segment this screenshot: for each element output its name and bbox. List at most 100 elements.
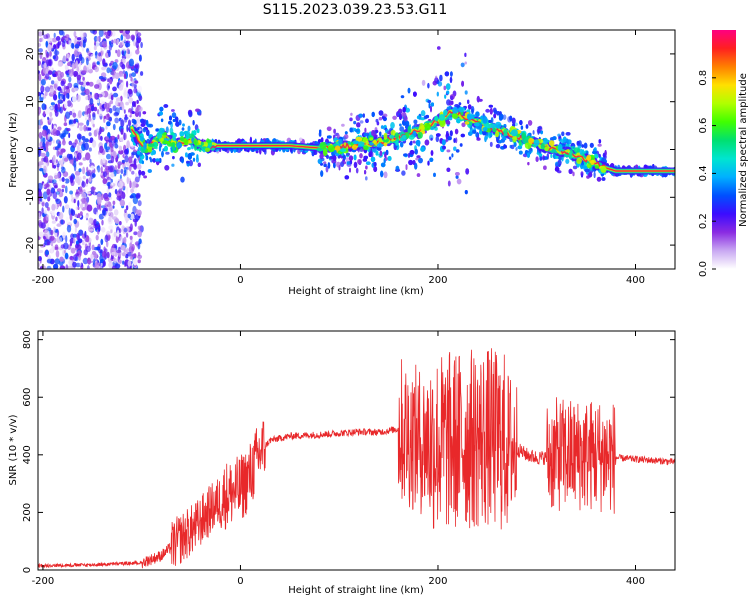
- spectral-cell: [96, 211, 99, 216]
- spectral-cell: [45, 53, 50, 59]
- spectral-blob: [495, 131, 499, 138]
- spectral-cell: [557, 133, 561, 137]
- spectral-cell: [64, 100, 68, 109]
- spectral-cell: [576, 140, 580, 146]
- spectral-cell: [188, 111, 193, 118]
- spectral-cell: [175, 121, 180, 127]
- spectral-blob: [147, 143, 155, 147]
- spectral-cell: [106, 121, 111, 127]
- spectral-cell: [47, 37, 53, 44]
- spectral-cell: [78, 122, 84, 126]
- spectral-cell: [320, 137, 324, 143]
- spectral-cell: [65, 111, 71, 119]
- spectral-cell: [88, 132, 92, 137]
- spectral-blob: [369, 137, 374, 141]
- spectral-cell: [105, 200, 109, 205]
- spectral-cell: [197, 162, 201, 167]
- spectral-cell: [403, 153, 408, 157]
- spectral-cell: [52, 73, 57, 78]
- spectral-cell: [114, 117, 119, 124]
- spectral-cell: [91, 126, 94, 134]
- spectral-cell: [498, 140, 503, 144]
- spectral-cell: [107, 93, 111, 100]
- spectral-cell: [81, 181, 86, 188]
- spectral-blob: [378, 137, 383, 143]
- spectral-cell: [110, 173, 115, 178]
- spectral-cell: [100, 262, 103, 267]
- spectral-cell: [333, 128, 336, 134]
- spectral-cell: [57, 102, 61, 111]
- spectral-cell: [455, 137, 458, 144]
- spectral-cell: [38, 231, 44, 238]
- spectral-cell: [105, 113, 111, 121]
- spectral-cell: [192, 120, 195, 126]
- spectral-cell: [562, 136, 567, 143]
- snr-ytick-label: 200: [22, 503, 33, 522]
- spectral-cell: [450, 100, 454, 105]
- spectral-cell: [100, 193, 104, 201]
- colorbar-tick-label: 0.4: [698, 165, 709, 181]
- spectral-blob: [548, 140, 555, 147]
- spectral-cell: [84, 142, 89, 151]
- spectral-cell: [62, 231, 66, 239]
- spectral-blob: [358, 141, 365, 147]
- spectrogram-data: [38, 30, 675, 269]
- spectral-cell: [111, 265, 117, 269]
- spectral-cell: [120, 34, 124, 41]
- spectral-cell: [518, 150, 523, 155]
- spectral-cell: [143, 175, 148, 179]
- spectral-cell: [146, 129, 150, 136]
- spectral-cell: [165, 151, 170, 155]
- spectral-cell: [93, 45, 97, 51]
- spectral-cell: [44, 183, 50, 188]
- spectral-blob: [543, 137, 548, 145]
- spectral-cell: [341, 123, 345, 127]
- spectral-cell: [60, 166, 65, 170]
- spectral-cell: [385, 128, 389, 134]
- spectral-cell: [62, 205, 65, 213]
- spectral-cell: [38, 256, 42, 262]
- snr-line: [38, 348, 675, 569]
- spectral-cell: [120, 48, 127, 52]
- spectral-cell: [118, 180, 123, 189]
- spectral-cell: [47, 133, 51, 140]
- spectral-cell: [60, 219, 64, 225]
- spectral-cell: [436, 91, 439, 97]
- spectral-cell: [592, 151, 597, 154]
- spectral-cell: [110, 178, 114, 184]
- colorbar-tick-label: 0.2: [698, 213, 709, 229]
- spectral-cell: [601, 177, 606, 181]
- spectral-cell: [122, 252, 126, 257]
- spectral-cell: [375, 150, 379, 156]
- spectral-cell: [319, 153, 324, 159]
- spectral-cell: [64, 178, 70, 184]
- spectral-cell: [71, 142, 77, 148]
- spectral-cell: [129, 180, 132, 189]
- spectral-cell: [64, 204, 70, 210]
- spectral-cell: [96, 99, 100, 104]
- spectrogram-ylabel: Frequency (Hz): [8, 112, 19, 188]
- spectral-cell: [72, 112, 77, 118]
- spectral-cell: [100, 238, 104, 245]
- spectral-cell: [429, 157, 434, 162]
- spectral-cell: [85, 152, 91, 161]
- spectral-cell: [77, 110, 82, 118]
- spectral-cell: [73, 237, 76, 244]
- spectral-cell: [119, 199, 126, 207]
- spectral-cell: [77, 37, 82, 41]
- spectral-cell: [61, 184, 66, 189]
- spectral-cell: [54, 184, 58, 189]
- snr-ytick-label: 600: [22, 388, 33, 407]
- spectral-cell: [79, 125, 83, 131]
- spectral-cell: [403, 115, 408, 122]
- spectral-cell: [65, 235, 68, 243]
- spectral-cell: [116, 249, 122, 254]
- spectral-cell: [55, 191, 60, 195]
- spectral-cell: [115, 49, 118, 54]
- spectral-cell: [142, 111, 147, 115]
- spectral-cell: [68, 259, 73, 266]
- spectral-cell: [451, 153, 454, 158]
- snr-xtick-label: -200: [32, 576, 55, 587]
- spectral-cell: [38, 48, 43, 53]
- spectral-cell: [317, 158, 323, 165]
